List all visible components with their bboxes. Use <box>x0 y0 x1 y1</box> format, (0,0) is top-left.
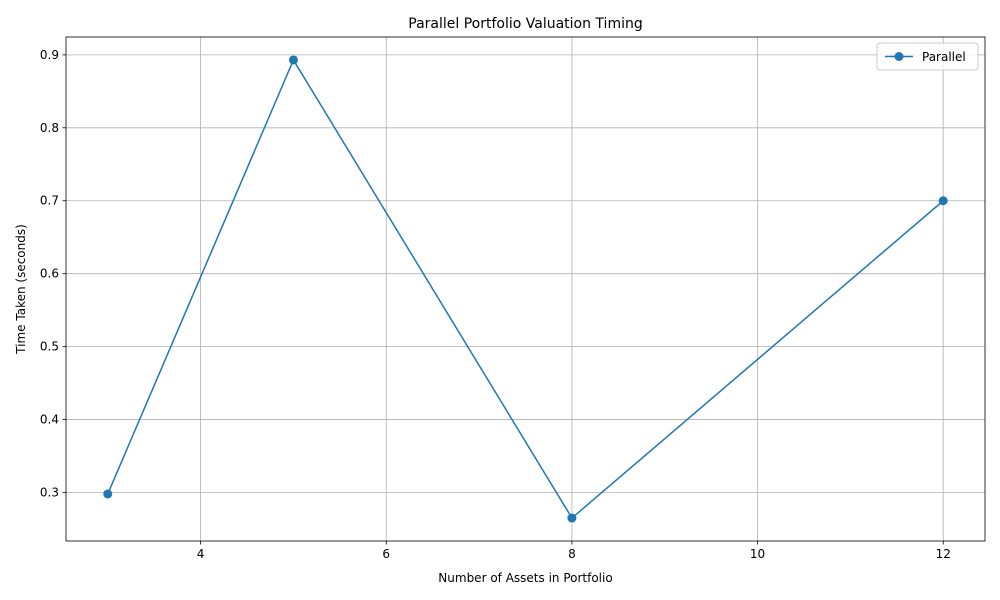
y-tick-label: 0.3 <box>40 485 59 499</box>
x-axis-label: Number of Assets in Portfolio <box>438 571 612 585</box>
legend-box <box>876 42 979 71</box>
plot-area <box>65 36 986 542</box>
y-tick-label: 0.6 <box>40 267 59 281</box>
data-point <box>103 489 113 499</box>
grid-lines <box>66 37 985 541</box>
data-point <box>938 196 948 206</box>
y-axis-label: Time Taken (seconds) <box>14 224 28 355</box>
y-tick-label: 0.8 <box>40 121 59 135</box>
x-tick-label: 12 <box>936 547 951 561</box>
legend-label: Parallel <box>922 50 966 64</box>
series-layer <box>103 55 948 523</box>
y-tick-label: 0.7 <box>40 194 59 208</box>
axis-ticks: 4 6 8 10 12 0.3 0.4 0.5 0.6 0.7 0.8 0.9 <box>40 48 951 561</box>
x-tick-label: 8 <box>568 547 576 561</box>
series-line <box>107 58 944 520</box>
x-tick-label: 6 <box>382 547 390 561</box>
data-point <box>567 513 577 523</box>
chart-title: Parallel Portfolio Valuation Timing <box>408 16 642 32</box>
legend: Parallel <box>876 42 979 71</box>
y-tick-label: 0.9 <box>40 48 59 62</box>
x-tick-label: 10 <box>750 547 765 561</box>
y-tick-label: 0.4 <box>40 413 59 427</box>
x-tick-label: 4 <box>197 547 205 561</box>
legend-marker <box>894 52 904 61</box>
y-tick-label: 0.5 <box>40 340 59 354</box>
data-point <box>288 55 298 65</box>
